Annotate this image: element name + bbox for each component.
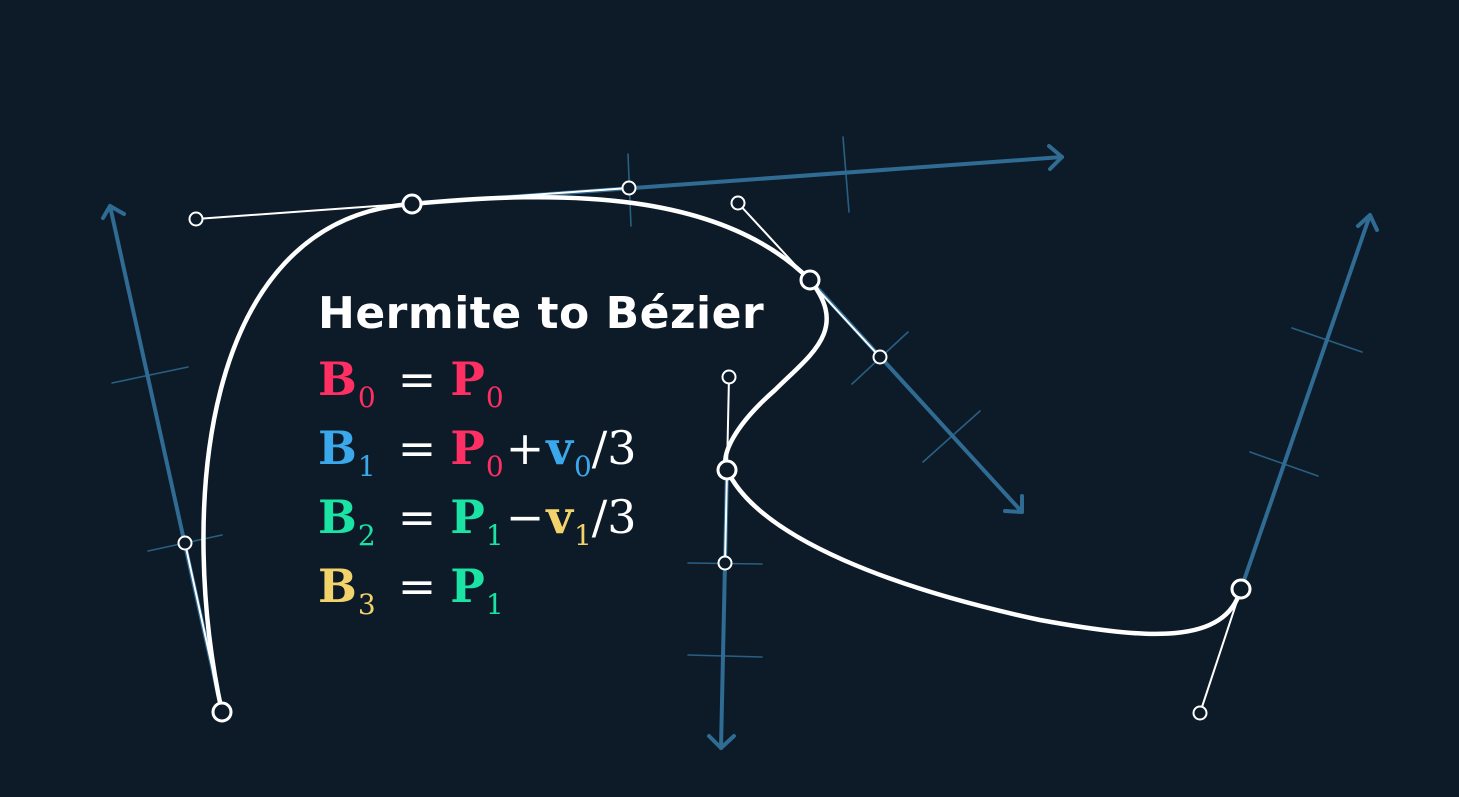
eq-lhs: B <box>318 352 357 406</box>
tick-mark <box>1249 451 1319 477</box>
eq-equals: = <box>397 559 437 613</box>
equation-b2: B2 = P1−v1/3 <box>318 494 637 550</box>
eq-equals: = <box>397 352 437 406</box>
eq-p: P <box>450 421 485 475</box>
tick-mark <box>842 136 850 213</box>
control-point <box>730 195 746 211</box>
control-handle-line <box>1199 588 1242 714</box>
anchor-point <box>401 193 423 215</box>
control-point <box>621 180 637 196</box>
control-point <box>872 349 888 365</box>
control-point <box>721 369 737 385</box>
diagram-title: Hermite to Bézier <box>318 288 765 339</box>
velocity-vector-p4 <box>1239 213 1372 591</box>
eq-lhs: B <box>318 559 357 613</box>
eq-operator: − <box>505 490 545 544</box>
eq-equals: = <box>397 421 437 475</box>
eq-p: P <box>450 559 485 613</box>
eq-lhs-sub: 0 <box>357 381 376 414</box>
velocity-arrowhead-p0 <box>101 204 126 220</box>
equation-b3: B3 = P1 <box>318 563 504 619</box>
eq-v-sub: 1 <box>573 519 592 552</box>
tick-mark <box>922 410 981 463</box>
control-point <box>1192 705 1208 721</box>
velocity-arrowhead-p2 <box>1003 494 1024 514</box>
velocity-arrowhead-p4 <box>1356 213 1379 232</box>
eq-lhs: B <box>318 421 357 475</box>
anchor-point <box>716 459 738 481</box>
eq-p-sub: 0 <box>485 450 504 483</box>
control-point <box>188 211 204 227</box>
eq-lhs-sub: 1 <box>357 450 376 483</box>
equation-b1: B1 = P0+v0/3 <box>318 425 637 481</box>
eq-v: v <box>546 490 573 544</box>
eq-p-sub: 1 <box>485 519 504 552</box>
eq-lhs: B <box>318 490 357 544</box>
eq-equals: = <box>397 490 437 544</box>
control-point <box>177 535 193 551</box>
tick-mark <box>687 654 763 658</box>
equation-b0: B0 = P0 <box>318 356 504 412</box>
eq-lhs-sub: 2 <box>357 519 376 552</box>
tick-mark <box>111 366 189 384</box>
tick-mark <box>1291 327 1363 353</box>
anchor-point <box>1230 578 1252 600</box>
eq-v: v <box>546 421 573 475</box>
anchor-point <box>211 701 233 723</box>
velocity-arrowhead-p3 <box>707 734 736 750</box>
hermite-spline-curve <box>201 194 1244 715</box>
eq-operator: + <box>505 421 545 475</box>
eq-p-sub: 0 <box>485 381 504 414</box>
velocity-arrowhead-p1 <box>1047 144 1064 171</box>
eq-v-sub: 0 <box>573 450 592 483</box>
eq-p: P <box>450 490 485 544</box>
anchor-point <box>799 269 821 291</box>
eq-p-sub: 1 <box>485 588 504 621</box>
eq-divisor: /3 <box>591 421 637 475</box>
eq-divisor: /3 <box>591 490 637 544</box>
eq-p: P <box>450 352 485 406</box>
eq-lhs-sub: 3 <box>357 588 376 621</box>
control-point <box>717 555 733 571</box>
